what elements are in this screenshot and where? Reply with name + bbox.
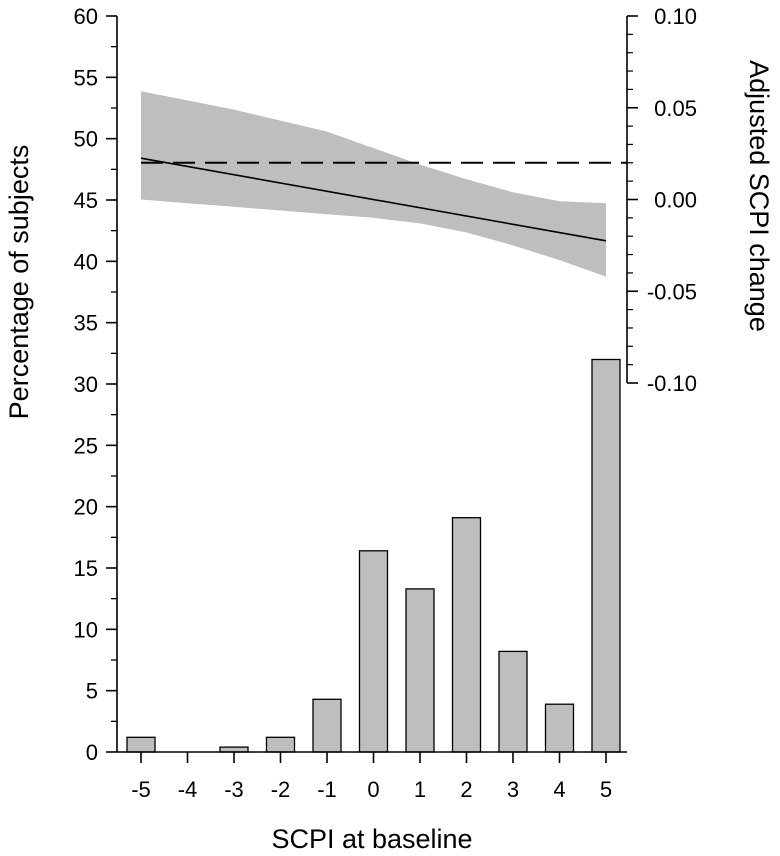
bar-3	[498, 650, 528, 753]
bar--2	[265, 736, 296, 753]
x-tick-label: 0	[367, 777, 379, 802]
right-y-axis-title: Adjusted SCPI change	[744, 60, 774, 332]
right-y-tick-label: -0.10	[647, 371, 697, 396]
left-y-tick-label: 15	[74, 556, 98, 581]
left-y-tick-label: 35	[74, 311, 98, 336]
bars-layer	[126, 358, 621, 753]
x-tick-label: 1	[414, 777, 426, 802]
left-y-tick-label: 60	[74, 4, 98, 29]
bar-2	[451, 517, 482, 753]
left-y-tick-label: 50	[74, 127, 98, 152]
left-y-tick-label: 10	[74, 617, 98, 642]
bar--5	[126, 736, 156, 753]
right-y-tick-label: 0.00	[654, 188, 697, 213]
left-y-tick-label: 40	[74, 249, 98, 274]
bar--1	[312, 698, 342, 753]
x-tick-label: -3	[224, 777, 244, 802]
left-y-tick-label: 5	[86, 679, 98, 704]
left-y-tick-label: 45	[74, 188, 98, 213]
x-tick-label: 2	[460, 777, 472, 802]
x-tick-label: -2	[271, 777, 291, 802]
x-tick-label: 5	[600, 777, 612, 802]
lines-layer	[140, 157, 627, 242]
x-tick-label: -4	[178, 777, 198, 802]
x-tick-label: 3	[507, 777, 519, 802]
x-tick-label: 4	[553, 777, 565, 802]
left-y-tick-label: 0	[86, 740, 98, 765]
right-y-tick-label: 0.05	[654, 96, 697, 121]
left-y-tick-label: 30	[74, 372, 98, 397]
right-y-tick-label: 0.10	[654, 4, 697, 29]
x-axis-title: SCPI at baseline	[271, 824, 472, 854]
regression-line	[140, 157, 607, 242]
confidence-band-layer	[141, 91, 606, 277]
confidence-band	[141, 91, 606, 277]
bar-4	[544, 703, 575, 753]
left-y-tick-label: 55	[74, 65, 98, 90]
x-tick-label: -5	[131, 777, 151, 802]
left-y-axis-title: Percentage of subjects	[4, 145, 34, 420]
bar-1	[405, 588, 435, 753]
x-tick-label: -1	[317, 777, 337, 802]
left-y-tick-label: 25	[74, 433, 98, 458]
bar-5	[591, 358, 621, 753]
bar-0	[358, 550, 389, 753]
left-y-tick-label: 20	[74, 495, 98, 520]
right-y-tick-label: -0.05	[647, 279, 697, 304]
